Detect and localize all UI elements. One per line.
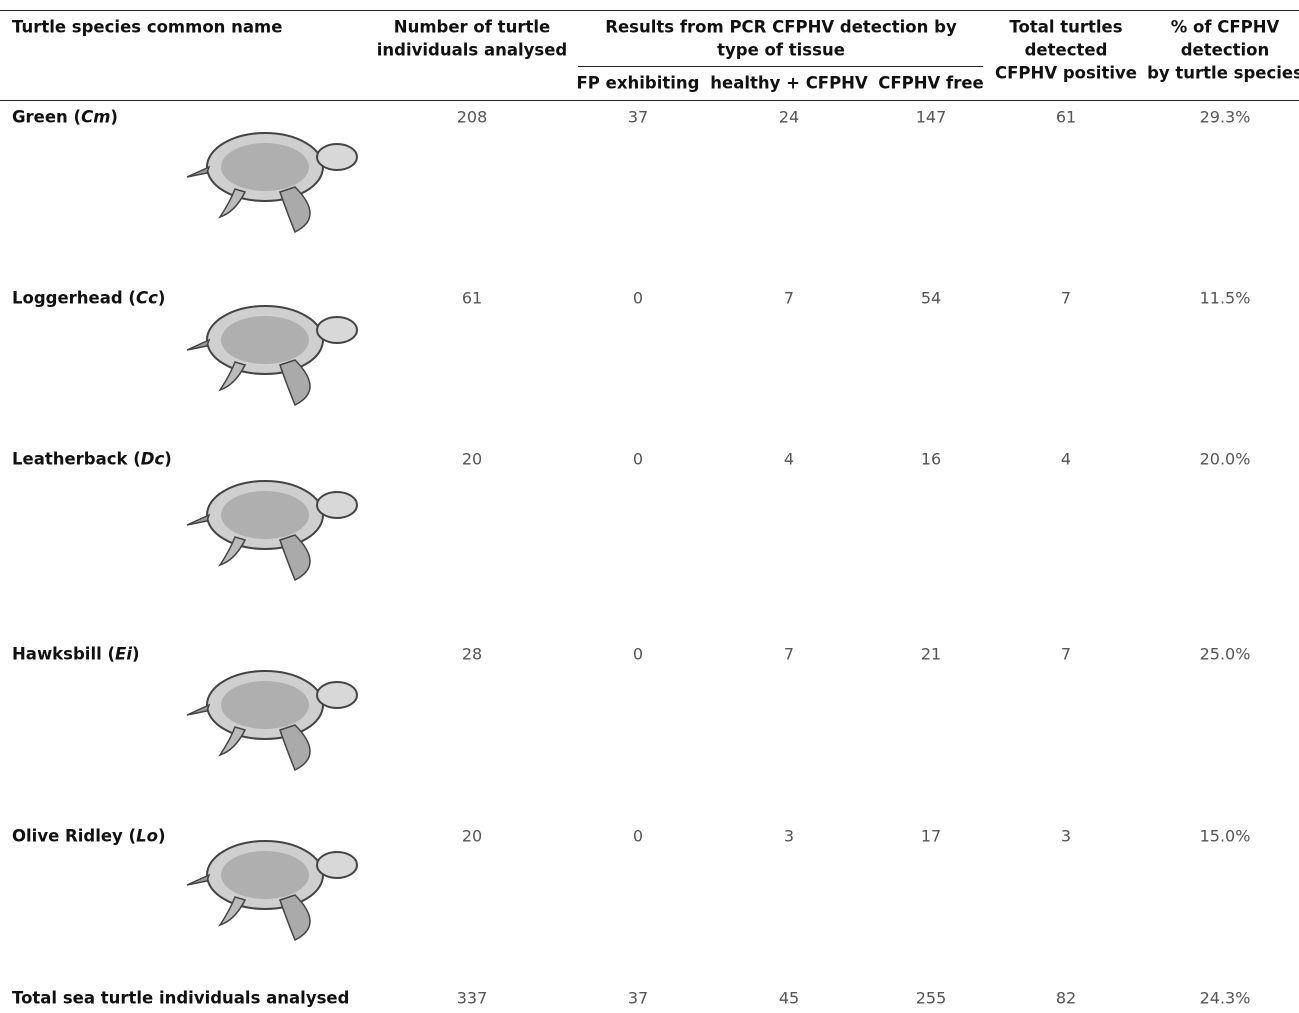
cell-value: 0	[632, 826, 644, 846]
turtle-illustration	[186, 305, 358, 407]
species-name: Leatherback (Dc)	[12, 450, 172, 469]
cell-value: 20	[461, 826, 483, 846]
cell-value: 3	[1060, 826, 1072, 846]
cell-value: 45	[778, 988, 800, 1008]
name-part: )	[157, 826, 166, 846]
cell-value: 15.0%	[1199, 826, 1251, 846]
cell-value: 21	[920, 644, 942, 664]
subheader-cell: FP exhibiting	[576, 73, 700, 93]
turtle-illustration	[186, 132, 358, 234]
cell-value: 61	[1055, 107, 1077, 127]
name-part: Green (	[12, 107, 82, 127]
cell-value: 24.3%	[1199, 988, 1251, 1008]
name-part: Ei	[115, 644, 132, 664]
name-part: Loggerhead (	[12, 288, 136, 308]
turtle-illustration	[186, 480, 358, 582]
header-cell: individuals analysed	[376, 40, 568, 60]
header-cell: Results from PCR CFPHV detection by	[605, 17, 957, 37]
name-part: Hawksbill (	[12, 644, 116, 664]
subheader-cell: CFPHV free	[878, 73, 984, 93]
cell-value: 37	[627, 107, 649, 127]
header-cell: % of CFPHV	[1170, 17, 1280, 37]
cell-value: 0	[632, 644, 644, 664]
name-part: Lo	[136, 826, 158, 846]
name-part: Leatherback (	[12, 449, 141, 469]
header-cell: Turtle species common name	[12, 17, 283, 37]
cell-value: 255	[915, 988, 947, 1008]
header-cell: detection	[1180, 40, 1270, 60]
top-rule	[0, 10, 1299, 11]
cell-value: 147	[915, 107, 947, 127]
cell-value: 82	[1055, 988, 1077, 1008]
cell-value: 25.0%	[1199, 644, 1251, 664]
cell-value: 4	[783, 449, 795, 469]
header-cell: Number of turtle	[393, 17, 551, 37]
header-cell: CFPHV positive	[995, 63, 1137, 83]
cell-value: 7	[783, 288, 795, 308]
cell-value: 37	[627, 988, 649, 1008]
cell-value: 0	[632, 288, 644, 308]
total-name: Total sea turtle individuals analysed	[12, 988, 350, 1008]
cell-value: 16	[920, 449, 942, 469]
name-part: )	[131, 644, 140, 664]
subheader-cell: healthy + CFPHV	[710, 73, 868, 93]
cell-value: 7	[783, 644, 795, 664]
header-cell: Total turtles	[1009, 17, 1123, 37]
name-part: Cc	[135, 288, 158, 308]
cell-value: 7	[1060, 644, 1072, 664]
name-part: Olive Ridley (	[12, 826, 137, 846]
cell-value: 20.0%	[1199, 449, 1251, 469]
cell-value: 61	[461, 288, 483, 308]
cell-value: 337	[456, 988, 488, 1008]
cell-value: 3	[783, 826, 795, 846]
header-cell: by turtle species	[1147, 63, 1299, 83]
species-name: Olive Ridley (Lo)	[12, 827, 166, 846]
cell-value: 28	[461, 644, 483, 664]
results-rule	[578, 66, 983, 67]
species-name: Loggerhead (Cc)	[12, 289, 165, 308]
cell-value: 208	[456, 107, 488, 127]
name-part: Dc	[140, 449, 165, 469]
species-name: Green (Cm)	[12, 108, 118, 127]
cell-value: 0	[632, 449, 644, 469]
name-part: )	[110, 107, 118, 127]
cell-value: 29.3%	[1199, 107, 1251, 127]
cell-value: 54	[920, 288, 942, 308]
cell-value: 7	[1060, 288, 1072, 308]
turtle-illustration	[186, 840, 358, 942]
cell-value: 4	[1060, 449, 1072, 469]
name-part: )	[164, 449, 172, 469]
cell-value: 11.5%	[1199, 288, 1251, 308]
header-cell: detected	[1024, 40, 1108, 60]
header-rule	[0, 100, 1299, 101]
turtle-illustration	[186, 670, 358, 772]
header-cell: type of tissue	[717, 40, 845, 60]
cell-value: 20	[461, 449, 483, 469]
name-part: Cm	[81, 107, 111, 127]
name-part: )	[157, 288, 166, 308]
species-name: Hawksbill (Ei)	[12, 645, 140, 664]
cell-value: 24	[778, 107, 800, 127]
cell-value: 17	[920, 826, 942, 846]
